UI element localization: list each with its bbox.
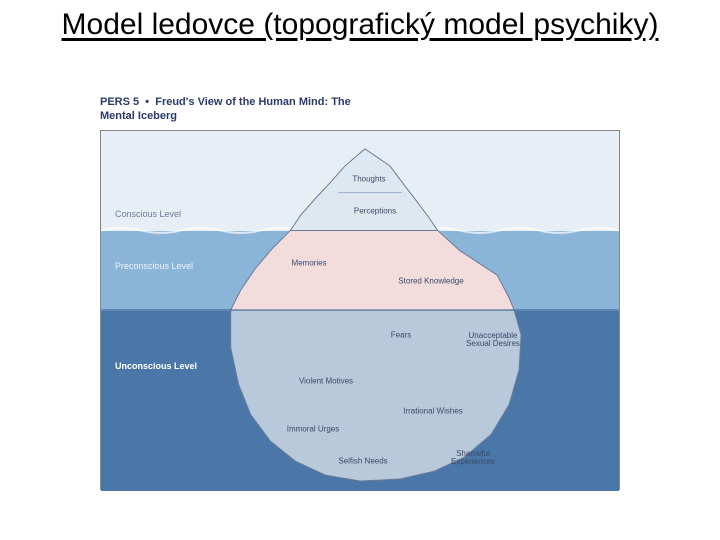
- iceberg-svg: [101, 131, 619, 489]
- iceberg-mid: [231, 230, 514, 310]
- label-preconscious-level: Preconscious Level: [115, 261, 193, 271]
- iceberg-item: Immoral Urges: [287, 424, 339, 433]
- label-unconscious-level: Unconscious Level: [115, 361, 197, 371]
- iceberg-item: Irrational Wishes: [403, 406, 463, 415]
- iceberg-item: Violent Motives: [299, 376, 353, 385]
- label-conscious-level: Conscious Level: [115, 209, 181, 219]
- iceberg-item: Thoughts: [352, 174, 385, 183]
- iceberg-diagram: Conscious Level Preconscious Level Uncon…: [100, 130, 620, 490]
- iceberg-tip: [290, 148, 437, 230]
- figure-header: PERS 5 • Freud's View of the Human Mind:…: [100, 96, 620, 124]
- figure-header-sub: Mental Iceberg: [100, 110, 177, 122]
- iceberg-item: Fears: [391, 330, 411, 339]
- iceberg-item: ShamefulExperiences: [451, 450, 495, 468]
- slide-title: Model ledovce (topografický model psychi…: [0, 0, 720, 43]
- figure-header-title: Freud's View of the Human Mind: The: [155, 96, 351, 108]
- iceberg-figure: PERS 5 • Freud's View of the Human Mind:…: [100, 96, 620, 496]
- figure-header-prefix: PERS 5: [100, 96, 139, 108]
- iceberg-item: Selfish Needs: [338, 456, 387, 465]
- iceberg-item: Perceptions: [354, 206, 396, 215]
- iceberg-item: Stored Knowledge: [398, 276, 463, 285]
- iceberg-item: UnacceptableSexual Desires: [466, 332, 520, 350]
- iceberg-item: Memories: [291, 258, 326, 267]
